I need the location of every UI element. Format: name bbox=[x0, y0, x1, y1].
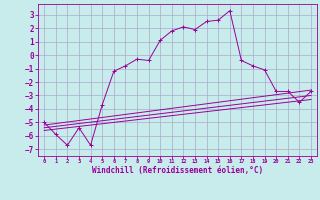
X-axis label: Windchill (Refroidissement éolien,°C): Windchill (Refroidissement éolien,°C) bbox=[92, 166, 263, 175]
